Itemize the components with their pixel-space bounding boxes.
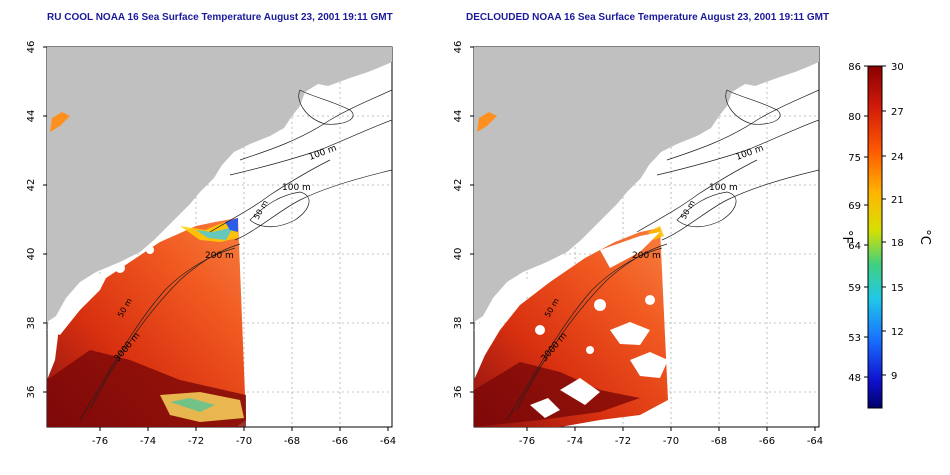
f-tick: 80 xyxy=(848,112,861,123)
celsius-ticks: 30 27 24 21 18 15 12 9 xyxy=(891,62,904,382)
contour-label: 100 m xyxy=(282,183,311,193)
contour-label: 200 m xyxy=(205,251,234,261)
c-tick: 21 xyxy=(891,195,904,206)
f-tick: 86 xyxy=(848,62,861,73)
x-tick: -68 xyxy=(284,436,300,447)
temperature-colorbar: 86 80 75 69 64 59 53 48 30 27 24 21 18 1… xyxy=(839,62,932,409)
map-title-raw: RU COOL NOAA 16 Sea Surface Temperature … xyxy=(47,12,393,23)
cloud-gaps xyxy=(47,246,154,335)
y-tick: 42 xyxy=(26,179,37,192)
x-tick: -66 xyxy=(759,436,775,447)
x-tick: -64 xyxy=(807,436,823,447)
land-mass xyxy=(474,47,819,322)
y-axis-labels: 36 38 40 42 44 46 xyxy=(453,41,464,399)
y-tick: 36 xyxy=(26,386,37,399)
f-tick: 53 xyxy=(848,333,861,344)
x-tick: -76 xyxy=(92,436,108,447)
x-axis-labels: -76 -74 -72 -70 -68 -66 -64 xyxy=(92,436,396,447)
x-tick: -74 xyxy=(140,436,156,447)
y-tick: 36 xyxy=(453,386,464,399)
map-panel-raw: 100 m 100 m 50 m 200 m 50 m 3000 m -76 -… xyxy=(26,41,396,447)
c-tick: 18 xyxy=(891,238,904,249)
x-tick: -72 xyxy=(188,436,204,447)
y-tick: 46 xyxy=(453,41,464,54)
map-panel-declouded: 100 m 100 m 50 m 200 m 50 m 3000 m -76 -… xyxy=(453,41,823,447)
bathymetry-contours xyxy=(506,89,819,421)
y-tick: 44 xyxy=(453,110,464,123)
x-tick: -64 xyxy=(380,436,396,447)
c-tick: 27 xyxy=(891,107,904,118)
celsius-unit-label: °C xyxy=(917,229,932,245)
y-tick: 40 xyxy=(26,248,37,261)
y-tick: 42 xyxy=(453,179,464,192)
map-title-declouded: DECLOUDED NOAA 16 Sea Surface Temperatur… xyxy=(466,12,830,23)
cloud-gaps xyxy=(474,232,668,418)
f-tick: 69 xyxy=(848,201,861,212)
colorbar-gradient xyxy=(867,65,883,409)
x-tick: -70 xyxy=(663,436,679,447)
contour-label: 100 m xyxy=(709,183,738,193)
x-tick: -70 xyxy=(236,436,252,447)
y-tick: 46 xyxy=(26,41,37,54)
x-tick: -68 xyxy=(711,436,727,447)
f-tick: 64 xyxy=(848,241,861,252)
c-tick: 15 xyxy=(891,283,904,294)
fahrenheit-ticks: 86 80 75 69 64 59 53 48 xyxy=(848,62,861,384)
y-tick: 38 xyxy=(453,317,464,330)
f-tick: 48 xyxy=(848,373,861,384)
f-tick: 75 xyxy=(848,153,861,164)
y-tick: 38 xyxy=(26,317,37,330)
c-tick: 12 xyxy=(891,327,904,338)
y-tick: 40 xyxy=(453,248,464,261)
x-tick: -76 xyxy=(519,436,535,447)
bathymetry-contours xyxy=(79,89,392,421)
c-tick: 9 xyxy=(891,371,897,382)
land-mass xyxy=(47,47,392,322)
x-axis-labels: -76 -74 -72 -70 -68 -66 -64 xyxy=(519,436,823,447)
f-tick: 59 xyxy=(848,283,861,294)
x-tick: -72 xyxy=(615,436,631,447)
y-tick: 44 xyxy=(26,110,37,123)
c-tick: 30 xyxy=(891,62,904,73)
x-tick: -74 xyxy=(567,436,583,447)
c-tick: 24 xyxy=(891,152,904,163)
x-tick: -66 xyxy=(332,436,348,447)
contour-label: 200 m xyxy=(632,251,661,261)
fahrenheit-unit-label: °F xyxy=(839,230,854,244)
y-axis-labels: 36 38 40 42 44 46 xyxy=(26,41,37,399)
